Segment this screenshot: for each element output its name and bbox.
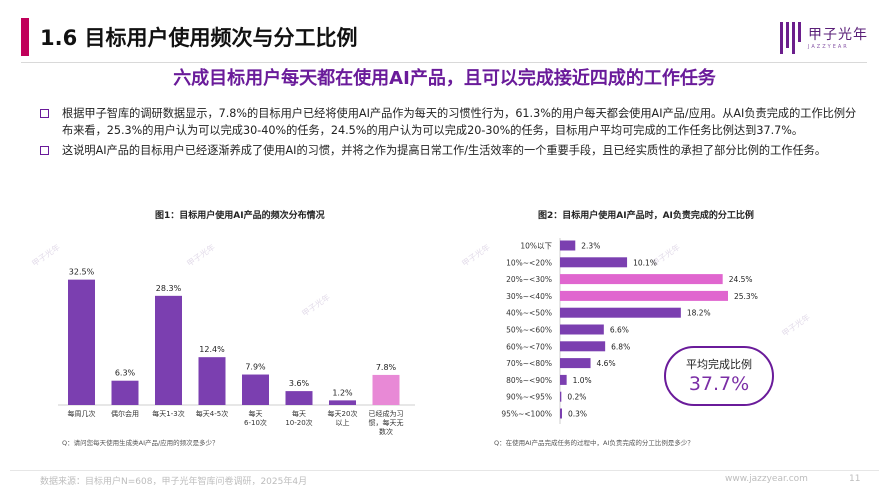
chart2-value-label: 18.2%	[687, 309, 711, 318]
chart2-bar	[560, 307, 681, 318]
chart2-note: Q：在使用AI产品完成任务的过程中，AI负责完成的分工比例是多少？	[494, 439, 694, 447]
chart2-category-label: 50%~<60%	[506, 326, 552, 335]
chart2-value-label: 4.6%	[597, 359, 616, 368]
chart2-category-label: 30%~<40%	[506, 292, 552, 301]
chart1-category-label: 每周几次	[68, 409, 96, 418]
chart2-value-label: 24.5%	[729, 275, 753, 284]
logo-subtext: JAZZYEAR	[808, 44, 849, 50]
chart1-category-label: 惯，每天无	[369, 418, 404, 427]
brand-logo: 甲子光年 JAZZYEAR	[780, 16, 880, 62]
chart2-value-label: 2.3%	[581, 242, 600, 251]
average-value: 37.7%	[688, 373, 750, 395]
chart1-bar	[68, 279, 95, 405]
chart1-bar	[155, 295, 182, 405]
chart2-title: 图2：目标用户使用AI产品时，AI负责完成的分工比例	[538, 211, 754, 221]
chart2-value-label: 1.0%	[573, 376, 592, 385]
bullet-list: 根据甲子智库的调研数据显示，7.8%的目标用户已经将使用AI产品作为每天的习惯性…	[40, 105, 860, 162]
logo-mark-icon	[780, 22, 804, 54]
chart1-value-label: 28.3%	[156, 284, 182, 293]
chart1-category-label: 已经成为习	[369, 409, 404, 418]
chart2-bar	[560, 358, 591, 369]
chart2-bar	[560, 391, 562, 402]
header-divider	[21, 62, 867, 63]
chart2-category-label: 90%~<95%	[506, 393, 552, 402]
chart2-bar	[560, 408, 562, 419]
chart2-bar	[560, 290, 728, 301]
page-number: 11	[849, 474, 861, 484]
chart2-value-label: 25.3%	[734, 292, 758, 301]
chart1-bar	[111, 380, 139, 405]
chart2-value-label: 10.1%	[633, 258, 657, 267]
chart2-bar	[560, 324, 604, 335]
footer-url[interactable]: www.jazzyear.com	[725, 474, 808, 484]
chart1-category-label: 每天	[249, 409, 263, 418]
chart1-category-label: 10-20次	[285, 418, 312, 427]
page-title: 1.6 目标用户使用频次与分工比例	[40, 26, 358, 50]
bullet-square-icon	[40, 109, 49, 118]
chart1-value-label: 3.6%	[289, 379, 310, 388]
chart2-bar	[560, 240, 576, 251]
header: 1.6 目标用户使用频次与分工比例 甲子光年 JAZZYEAR	[0, 18, 889, 63]
chart2-bar	[560, 341, 606, 352]
chart2-category-label: 20%~<30%	[506, 275, 552, 284]
chart1-value-label: 7.8%	[376, 363, 397, 372]
chart2-value-label: 6.8%	[611, 342, 630, 351]
chart2-category-label: 95%~<100%	[501, 410, 552, 419]
chart1-bar	[329, 400, 356, 405]
chart1-category-label: 每天4-5次	[196, 409, 228, 418]
chart1-title: 图1：目标用户使用AI产品的频次分布情况	[155, 211, 325, 221]
chart1-value-label: 1.2%	[332, 388, 353, 397]
chart2-category-label: 10%~<20%	[506, 258, 552, 267]
chart1-category-label: 每天1-3次	[152, 409, 184, 418]
chart1-value-label: 6.3%	[115, 369, 136, 378]
bullet-text: 根据甲子智库的调研数据显示，7.8%的目标用户已经将使用AI产品作为每天的习惯性…	[62, 107, 857, 137]
chart1-bar	[372, 374, 400, 405]
chart2-bar	[560, 374, 567, 385]
chart2-value-label: 0.3%	[568, 410, 587, 419]
footer-source: 数据来源：目标用户N=608，甲子光年智库问卷调研，2025年4月	[40, 477, 308, 487]
chart1-value-label: 7.9%	[245, 363, 266, 372]
chart1-category-label: 以上	[336, 418, 350, 427]
chart1-category-label: 偶尔会用	[111, 409, 139, 418]
average-label: 平均完成比例	[686, 358, 752, 371]
chart2-category-label: 70%~<80%	[506, 359, 552, 368]
slide-subtitle: 六成目标用户每天都在使用AI产品，且可以完成接近四成的工作任务	[173, 68, 716, 89]
chart1-category-label: 每天	[292, 409, 306, 418]
chart1-category-label: 每天20次	[328, 409, 358, 418]
header-accent-bar	[21, 18, 29, 56]
chart2-value-label: 0.2%	[567, 393, 586, 402]
bullet-square-icon	[40, 146, 49, 155]
chart1-value-label: 12.4%	[199, 345, 225, 354]
logo-text: 甲子光年	[808, 27, 868, 43]
chart1-value-label: 32.5%	[69, 268, 95, 277]
chart2-category-label: 60%~<70%	[506, 342, 552, 351]
bullet-item: 这说明AI产品的目标用户已经逐渐养成了使用AI的习惯，并将之作为提高日常工作/生…	[40, 142, 860, 159]
chart2-value-label: 6.6%	[610, 326, 629, 335]
chart1-category-label: 6-10次	[244, 418, 267, 427]
chart1-category-label: 数次	[379, 427, 393, 436]
footer-divider	[10, 470, 879, 471]
bullet-item: 根据甲子智库的调研数据显示，7.8%的目标用户已经将使用AI产品作为每天的习惯性…	[40, 105, 860, 139]
chart1-bar	[198, 357, 226, 405]
chart2-bar	[560, 257, 628, 268]
chart1-bar	[285, 391, 313, 405]
chart1-note: Q：请问您每天使用生成类AI产品/应用的频次是多少？	[62, 439, 219, 447]
chart2-bar	[560, 274, 723, 285]
chart2-category-label: 80%~<90%	[506, 376, 552, 385]
chart1-bar	[242, 374, 269, 405]
chart2-category-label: 40%~<50%	[506, 309, 552, 318]
bullet-text: 这说明AI产品的目标用户已经逐渐养成了使用AI的习惯，并将之作为提高日常工作/生…	[62, 144, 827, 157]
chart2-category-label: 10%以下	[520, 242, 552, 251]
average-callout: 平均完成比例 37.7%	[664, 346, 774, 406]
